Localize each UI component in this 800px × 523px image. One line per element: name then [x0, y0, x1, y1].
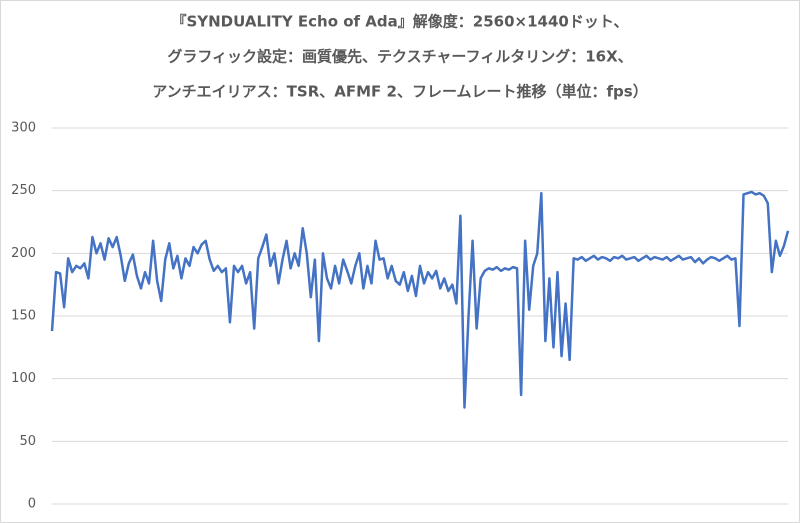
- y-tick-label: 100: [11, 371, 36, 386]
- data-line: [50, 190, 790, 409]
- y-tick-label: 50: [19, 434, 36, 449]
- chart-title: グラフィック設定：画質優先、テクスチャーフィルタリング：16X、: [167, 48, 632, 66]
- y-tick-label: 250: [11, 183, 36, 198]
- chart-title: アンチエイリアス：TSR、AFMF 2、フレームレート推移（単位：fps）: [152, 83, 647, 101]
- y-tick-label: 300: [11, 121, 36, 136]
- y-tick-label: 0: [28, 497, 36, 512]
- chart-title: 『SYNDUALITY Echo of Ada』解像度：2560×1440ドット…: [171, 13, 628, 31]
- y-tick-label: 150: [11, 309, 36, 324]
- y-tick-label: 200: [11, 246, 36, 261]
